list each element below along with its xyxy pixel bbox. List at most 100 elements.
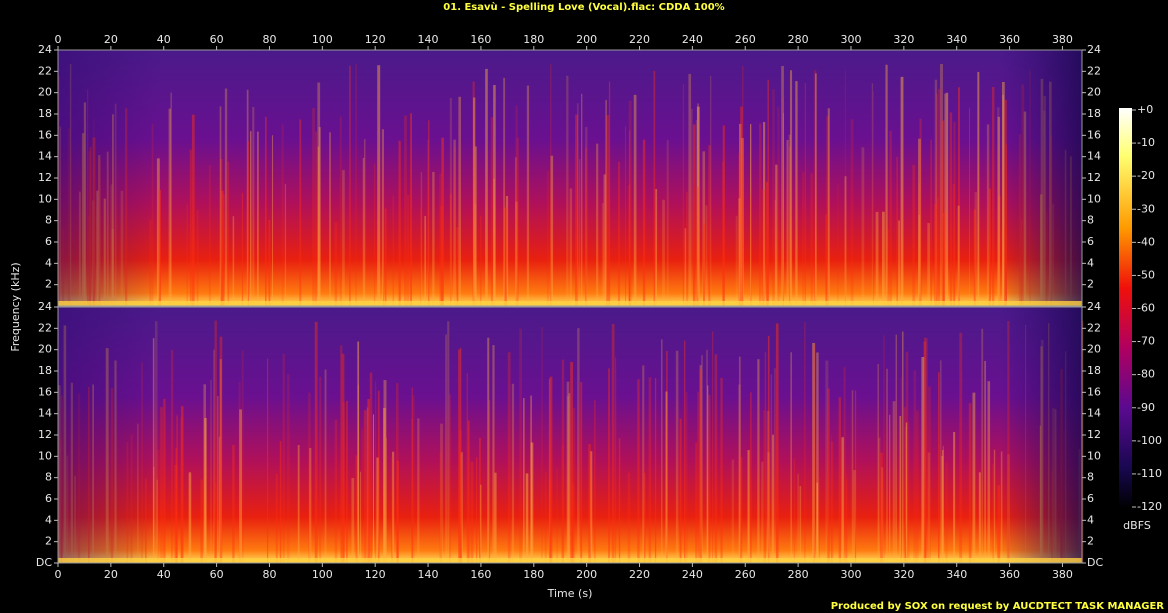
- y-tick-label: 8: [45, 214, 52, 227]
- y-tick-label: 10: [1087, 192, 1101, 205]
- y-tick-label: 12: [1087, 171, 1101, 184]
- y-tick-label: 12: [38, 428, 52, 441]
- colorbar-tick-label: -120: [1137, 500, 1162, 513]
- colorbar-label: dBFS: [1123, 519, 1151, 532]
- x-tick-label: 40: [157, 568, 171, 581]
- x-tick-label: 320: [893, 568, 914, 581]
- colorbar: [1119, 108, 1132, 508]
- x-tick-label: 360: [999, 568, 1020, 581]
- y-tick-label: 22: [38, 321, 52, 334]
- y-tick-label: 20: [38, 343, 52, 356]
- y-tick-label: 8: [1087, 214, 1094, 227]
- y-tick-label: 16: [38, 128, 52, 141]
- colorbar-tick-label: -10: [1137, 136, 1155, 149]
- y-tick-label: 18: [38, 107, 52, 120]
- colorbar-tick-label: -50: [1137, 268, 1155, 281]
- y-tick-label: 10: [38, 449, 52, 462]
- x-tick-label: 120: [365, 33, 386, 46]
- x-tick-label: 340: [946, 33, 967, 46]
- colorbar-tick-label: -40: [1137, 235, 1155, 248]
- colorbar-tick-label: -70: [1137, 335, 1155, 348]
- x-tick-label: 280: [788, 568, 809, 581]
- x-tick-label: 240: [682, 568, 703, 581]
- y-tick-label: 6: [45, 492, 52, 505]
- y-tick-label: 18: [38, 364, 52, 377]
- y-tick-label: 18: [1087, 107, 1101, 120]
- x-tick-label: 80: [262, 568, 276, 581]
- y-tick-label: 14: [1087, 407, 1101, 420]
- y-tick-label: 2: [1087, 278, 1094, 291]
- colorbar-tick-label: -80: [1137, 368, 1155, 381]
- x-tick-label: 40: [157, 33, 171, 46]
- y-tick-label: 10: [1087, 449, 1101, 462]
- y-tick-label: 4: [45, 256, 52, 269]
- colorbar-tick-label: -100: [1137, 434, 1162, 447]
- dc-band: [58, 301, 1082, 306]
- y-tick-label: 16: [38, 385, 52, 398]
- y-tick-label: 20: [1087, 343, 1101, 356]
- y-tick-label: 22: [38, 64, 52, 77]
- y-tick-label: 18: [1087, 364, 1101, 377]
- x-tick-label: 300: [840, 33, 861, 46]
- y-tick-label: DC: [1087, 556, 1103, 569]
- y-tick-label: 24: [38, 43, 52, 56]
- x-tick-label: 260: [735, 568, 756, 581]
- y-tick-label: 14: [38, 407, 52, 420]
- y-tick-label: 20: [1087, 86, 1101, 99]
- y-tick-label: 6: [45, 235, 52, 248]
- y-tick-label: 20: [38, 86, 52, 99]
- dc-band: [58, 558, 1082, 563]
- x-tick-label: 380: [1052, 568, 1073, 581]
- colorbar-tick-label: -20: [1137, 169, 1155, 182]
- y-tick-label: 16: [1087, 128, 1101, 141]
- x-tick-label: 100: [312, 568, 333, 581]
- x-tick-label: 260: [735, 33, 756, 46]
- x-tick-label: 60: [210, 33, 224, 46]
- footer: Produced by SOX on request by AUCDTECT T…: [831, 601, 1165, 612]
- y-tick-label: 2: [45, 535, 52, 548]
- y-tick-label: 6: [1087, 235, 1094, 248]
- y-tick-label: 24: [1087, 300, 1101, 313]
- y-tick-label: 12: [38, 171, 52, 184]
- x-tick-label: 380: [1052, 33, 1073, 46]
- colorbar-tick-label: -60: [1137, 302, 1155, 315]
- y-tick-label: 22: [1087, 321, 1101, 334]
- x-tick-label: 60: [210, 568, 224, 581]
- y-tick-label: DC: [36, 556, 52, 569]
- y-tick-label: 22: [1087, 64, 1101, 77]
- colorbar-tick-label: -90: [1137, 401, 1155, 414]
- x-tick-label: 140: [418, 33, 439, 46]
- y-tick-label: 2: [45, 278, 52, 291]
- y-tick-label: 24: [38, 300, 52, 313]
- x-tick-label: 80: [262, 33, 276, 46]
- x-axis-label: Time (s): [547, 587, 593, 600]
- y-axis-label: Frequency (kHz): [9, 262, 22, 351]
- x-tick-label: 120: [365, 568, 386, 581]
- x-tick-label: 20: [104, 568, 118, 581]
- y-tick-label: 6: [1087, 492, 1094, 505]
- x-tick-label: 0: [55, 568, 62, 581]
- edge-shading: [58, 307, 1082, 563]
- colorbar-tick-label: +0: [1137, 103, 1153, 116]
- y-tick-label: 4: [1087, 256, 1094, 269]
- y-tick-label: 12: [1087, 428, 1101, 441]
- x-tick-label: 100: [312, 33, 333, 46]
- spectral-streak: [1081, 320, 1084, 563]
- x-tick-label: 160: [470, 568, 491, 581]
- x-tick-label: 320: [893, 33, 914, 46]
- x-tick-label: 180: [523, 568, 544, 581]
- x-tick-label: 240: [682, 33, 703, 46]
- y-tick-label: 4: [1087, 513, 1094, 526]
- x-tick-label: 20: [104, 33, 118, 46]
- x-tick-label: 200: [576, 33, 597, 46]
- x-tick-label: 180: [523, 33, 544, 46]
- y-tick-label: 8: [45, 471, 52, 484]
- y-tick-label: 14: [1087, 150, 1101, 163]
- x-tick-label: 360: [999, 33, 1020, 46]
- x-tick-label: 200: [576, 568, 597, 581]
- x-tick-label: 140: [418, 568, 439, 581]
- colorbar-tick-label: -30: [1137, 202, 1155, 215]
- x-tick-label: 220: [629, 568, 650, 581]
- x-tick-label: 340: [946, 568, 967, 581]
